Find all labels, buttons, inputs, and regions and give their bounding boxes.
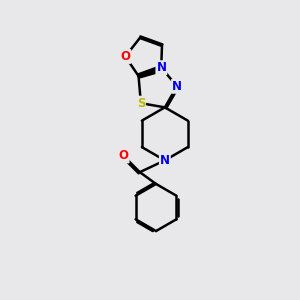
Text: N: N: [172, 80, 182, 93]
Text: O: O: [120, 50, 130, 63]
Text: N: N: [160, 154, 170, 167]
Text: N: N: [156, 61, 167, 74]
Text: S: S: [136, 97, 145, 110]
Text: O: O: [118, 149, 129, 163]
